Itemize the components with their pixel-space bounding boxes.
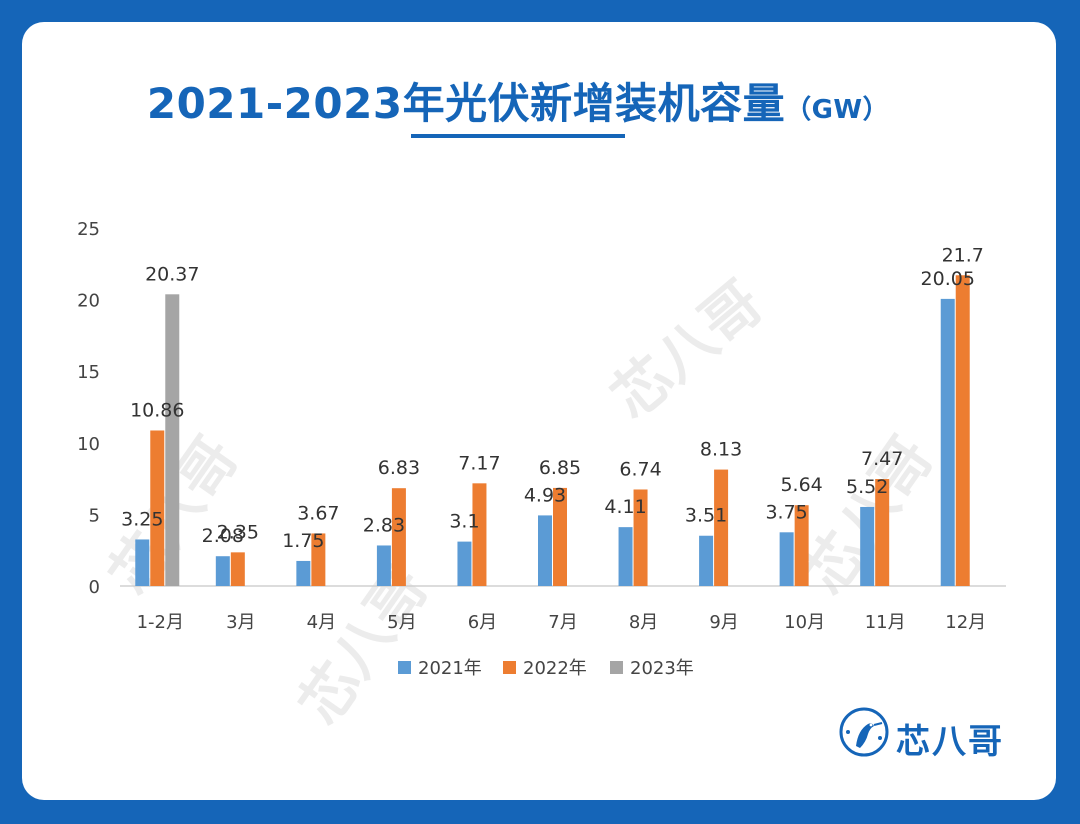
data-label: 3.75	[765, 501, 807, 523]
y-tick-label: 20	[77, 291, 100, 312]
data-label: 10.86	[130, 399, 184, 421]
data-label: 3.67	[297, 502, 339, 524]
title-underline	[411, 134, 625, 138]
data-label: 3.25	[121, 508, 163, 530]
data-label: 3.51	[685, 505, 727, 527]
bar-2022-1	[230, 552, 245, 586]
y-tick-label: 10	[77, 434, 100, 455]
x-tick-label: 9月	[709, 612, 738, 633]
x-tick-label: 6月	[468, 612, 497, 633]
legend-label: 2021年	[418, 658, 482, 679]
chart-title-unit: （GW）	[785, 95, 890, 125]
bar-2021-3	[376, 545, 391, 586]
legend-swatch	[398, 661, 411, 674]
data-label: 6.85	[539, 457, 581, 479]
data-label: 6.74	[619, 458, 661, 480]
data-label: 7.47	[861, 448, 903, 470]
data-label: 1.75	[282, 530, 324, 552]
data-label: 7.17	[458, 452, 500, 474]
chart-title-text: 2021-2023年光伏新增装机容量	[146, 79, 786, 128]
chart-card	[22, 22, 1056, 800]
x-tick-label: 5月	[387, 612, 416, 633]
bar-2021-8	[779, 532, 794, 586]
bar-2021-6	[618, 527, 633, 586]
data-label: 4.93	[524, 484, 566, 506]
data-label: 5.52	[846, 476, 888, 498]
x-tick-label: 12月	[945, 612, 986, 633]
y-tick-label: 0	[89, 577, 100, 598]
bird-logo-icon	[839, 707, 889, 757]
data-label: 2.35	[217, 521, 259, 543]
bar-2021-2	[296, 560, 311, 586]
data-label: 2.83	[363, 514, 405, 536]
y-tick-label: 25	[77, 219, 100, 240]
x-tick-label: 4月	[307, 612, 336, 633]
y-tick-label: 15	[77, 362, 100, 383]
legend-label: 2023年	[630, 658, 694, 679]
y-tick-label: 5	[89, 505, 100, 526]
data-label: 20.37	[145, 263, 199, 285]
bar-2023-0	[165, 294, 180, 586]
bar-2021-10	[940, 298, 955, 586]
bar-2021-5	[538, 515, 552, 586]
bar-2021-4	[457, 541, 472, 586]
data-label: 8.13	[700, 439, 742, 461]
x-tick-label: 7月	[548, 612, 577, 633]
data-label: 6.83	[378, 457, 420, 479]
brand-logo: 芯八哥	[838, 706, 1038, 766]
bar-2021-0	[135, 539, 150, 586]
bar-2022-4	[472, 483, 487, 586]
brand-name: 芯八哥	[896, 722, 1004, 762]
x-tick-label: 11月	[865, 612, 906, 633]
chart-title: 2021-2023年光伏新增装机容量（GW）	[0, 70, 1058, 131]
bar-2022-0	[150, 430, 165, 586]
legend-label: 2022年	[523, 658, 587, 679]
x-tick-label: 1-2月	[137, 612, 184, 633]
bar-2022-10	[955, 275, 970, 586]
bar-2021-7	[699, 535, 714, 586]
data-label: 2.08	[202, 525, 244, 547]
bar-2021-9	[860, 506, 875, 586]
legend-swatch	[503, 661, 516, 674]
legend-swatch	[610, 661, 623, 674]
x-tick-label: 3月	[226, 612, 255, 633]
bar-2022-2	[311, 533, 326, 586]
x-tick-label: 10月	[784, 612, 825, 633]
bar-2022-9	[875, 479, 890, 586]
bar-2022-3	[391, 488, 406, 586]
bar-2022-5	[553, 487, 567, 586]
data-label: 5.64	[780, 474, 822, 496]
data-label: 3.1	[449, 511, 479, 533]
data-label: 21.7	[942, 244, 984, 266]
bar-2022-6	[633, 489, 648, 586]
x-tick-label: 8月	[629, 612, 658, 633]
bar-2021-1	[215, 556, 230, 586]
bar-2022-7	[714, 469, 729, 586]
bar-2022-8	[794, 505, 809, 586]
data-label: 20.05	[921, 268, 975, 290]
data-label: 4.11	[604, 496, 646, 518]
